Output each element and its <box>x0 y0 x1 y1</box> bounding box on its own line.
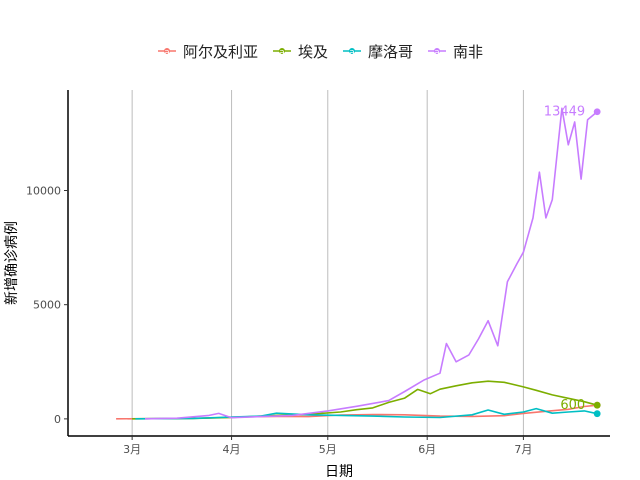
legend-item-algeria: a 阿尔及利亚 <box>157 41 258 62</box>
end-labels: 600 13449 <box>544 105 585 413</box>
legend-key-algeria: a <box>157 48 176 58</box>
legend-item-morocco: a 摩洛哥 <box>342 41 413 62</box>
legend-key-egypt: a <box>272 48 291 58</box>
series-lines <box>116 107 598 420</box>
legend-key-south-africa: a <box>428 48 447 58</box>
series-line <box>144 107 598 420</box>
x-axis-ticks: 3月 4月 5月 6月 7月 <box>123 436 532 456</box>
series-end-point <box>593 108 601 116</box>
series-end-point <box>593 410 601 418</box>
end-value-label: 13449 <box>544 105 585 120</box>
legend-label-morocco: 摩洛哥 <box>368 42 414 61</box>
end-points <box>593 108 601 418</box>
svg-text:a: a <box>349 48 355 58</box>
legend-item-south-africa: a 南非 <box>427 41 483 62</box>
y-axis-title: 新增确诊病例 <box>4 221 20 305</box>
svg-text:a: a <box>279 48 285 58</box>
legend-key-morocco: a <box>343 48 361 58</box>
y-tick-label: 5000 <box>33 299 61 312</box>
series-end-point <box>593 401 601 409</box>
legend-label-south-africa: 南非 <box>453 42 484 61</box>
end-value-label: 600 <box>560 398 585 413</box>
y-axis-ticks: 0 5000 10000 <box>26 184 68 426</box>
legend-label-egypt: 埃及 <box>297 42 328 61</box>
x-tick-label: 6月 <box>418 443 436 456</box>
y-tick-label: 10000 <box>26 184 61 197</box>
x-tick-label: 3月 <box>123 443 141 456</box>
svg-text:a: a <box>164 48 170 58</box>
svg-text:a: a <box>434 48 440 58</box>
legend-item-egypt: a 埃及 <box>272 41 328 62</box>
grid-lines <box>131 90 524 436</box>
y-tick-label: 0 <box>54 413 61 426</box>
legend: a 阿尔及利亚 a 埃及 a 摩洛哥 a 南非 <box>0 38 640 64</box>
x-tick-label: 5月 <box>319 443 337 456</box>
legend-label-algeria: 阿尔及利亚 <box>182 42 258 61</box>
x-tick-label: 7月 <box>514 443 532 456</box>
x-axis-title: 日期 <box>325 464 353 480</box>
x-tick-label: 4月 <box>223 443 241 456</box>
